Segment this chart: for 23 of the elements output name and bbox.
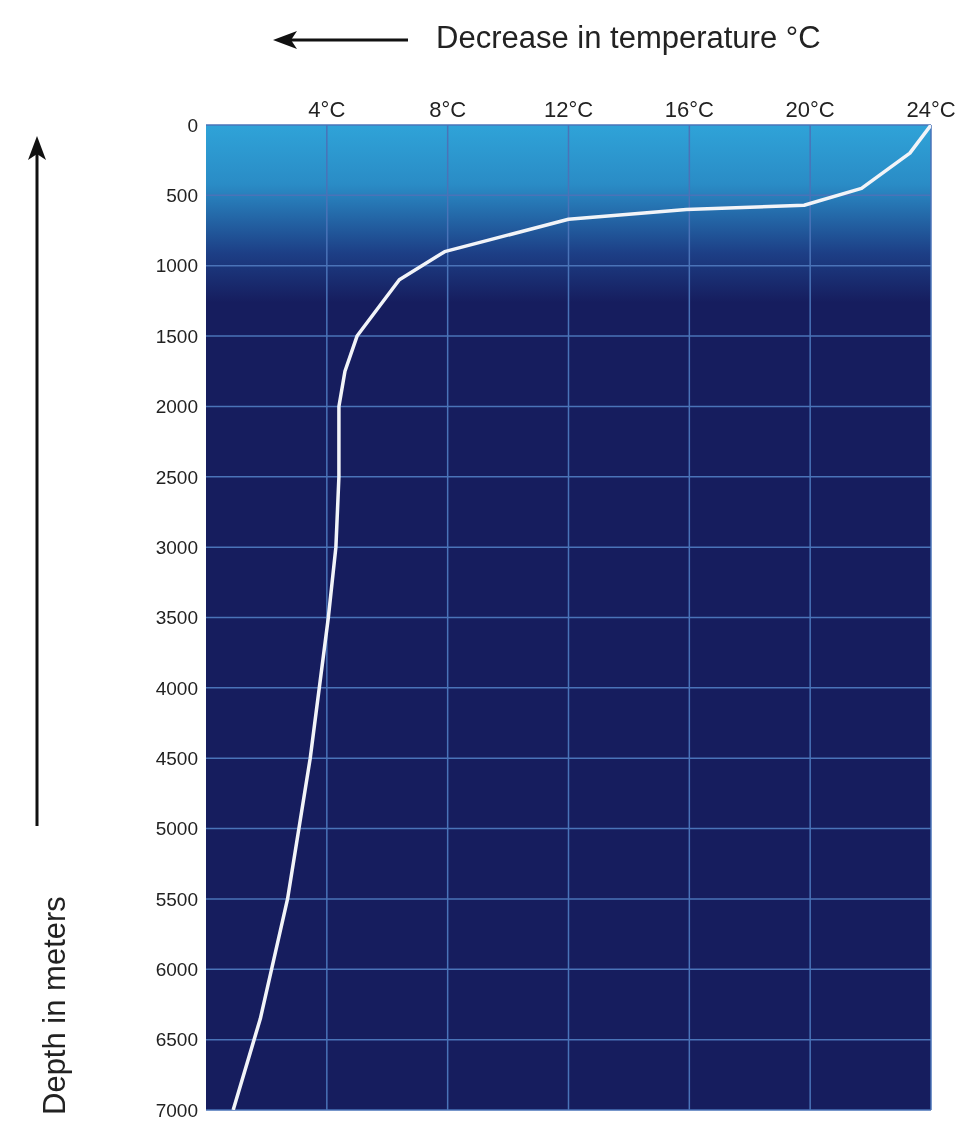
y-axis-title: Depth in meters [37,896,73,1115]
x-tick-label: 20°C [785,97,835,122]
y-tick-label: 5500 [155,888,198,910]
x-tick-label: 16°C [664,97,715,122]
x-tick-label: 8°C [429,97,467,122]
y-tick-label: 2500 [155,466,198,488]
y-tick-label: 7000 [155,1099,198,1121]
x-axis-title: Decrease in temperature °C [436,20,821,56]
x-tick-label: 12°C [543,97,594,122]
y-tick-label: 2000 [155,396,198,418]
y-tick-label: 1000 [155,255,198,277]
y-tick-label: 6500 [155,1029,198,1051]
y-tick-label: 5000 [155,818,198,840]
x-tick-label: 24°C [906,97,956,122]
y-tick-label: 4500 [155,747,198,769]
y-tick-label: 6000 [155,959,198,981]
y-tick-label: 4000 [155,677,198,699]
y-tick-label: 1500 [155,325,198,347]
y-tick-label: 0 [187,114,198,136]
y-tick-label: 3000 [155,536,198,558]
x-tick-label: 4°C [308,97,346,122]
y-tick-label: 500 [166,185,198,207]
y-tick-label: 3500 [155,607,198,629]
